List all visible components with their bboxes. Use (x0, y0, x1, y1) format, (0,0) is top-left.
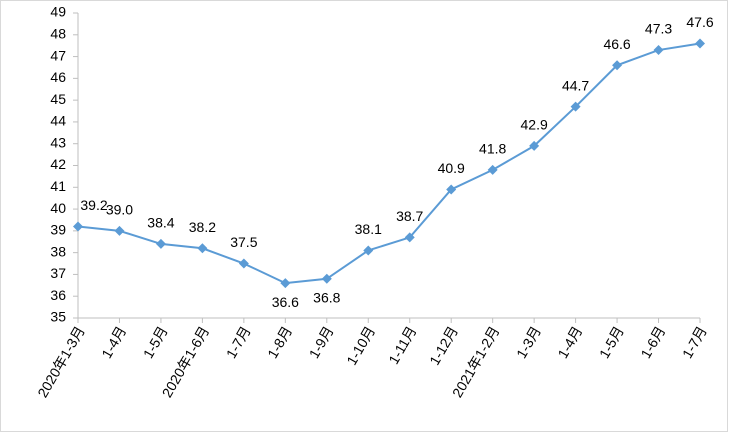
y-tick-label: 42 (50, 156, 66, 172)
marker (321, 273, 332, 284)
y-tick-label: 43 (50, 134, 66, 150)
y-tick-label: 49 (50, 4, 66, 20)
data-label: 41.8 (479, 141, 506, 157)
y-tick-label: 44 (50, 113, 66, 129)
data-label: 46.6 (603, 36, 630, 52)
data-label: 38.7 (396, 208, 423, 224)
data-label: 38.2 (189, 219, 216, 235)
marker (73, 221, 83, 232)
marker (695, 38, 705, 49)
y-tick-label: 39 (50, 222, 66, 238)
marker (653, 45, 664, 56)
marker (280, 278, 291, 289)
marker (612, 60, 623, 71)
y-tick-label: 48 (50, 25, 66, 41)
y-tick-label: 41 (50, 178, 66, 194)
data-label: 39.2 (80, 197, 107, 213)
marker (487, 164, 498, 175)
y-tick-label: 46 (50, 69, 66, 85)
y-tick-label: 47 (50, 47, 66, 63)
y-tick-label: 38 (50, 243, 66, 259)
y-tick-label: 37 (50, 265, 66, 281)
data-label: 44.7 (562, 77, 589, 93)
marker (363, 245, 374, 256)
data-label: 38.1 (355, 221, 382, 237)
marker (529, 140, 540, 151)
marker (404, 232, 415, 243)
data-label: 39.0 (106, 202, 133, 218)
y-tick-label: 36 (50, 287, 66, 303)
marker (570, 101, 581, 112)
data-label: 37.5 (230, 234, 257, 250)
data-label: 40.9 (438, 160, 465, 176)
marker (155, 238, 166, 249)
marker (238, 258, 249, 269)
data-label: 47.6 (686, 14, 713, 30)
data-label: 47.3 (645, 21, 672, 37)
marker (446, 184, 457, 195)
y-tick-label: 45 (50, 91, 66, 107)
data-label: 36.8 (313, 289, 340, 305)
y-tick-label: 35 (50, 309, 66, 325)
marker (114, 225, 125, 236)
data-label: 42.9 (521, 117, 548, 133)
marker (197, 243, 208, 254)
line (77, 42, 701, 285)
data-label: 36.6 (272, 294, 299, 310)
data-label: 38.4 (147, 215, 174, 231)
y-tick-label: 40 (50, 200, 66, 216)
